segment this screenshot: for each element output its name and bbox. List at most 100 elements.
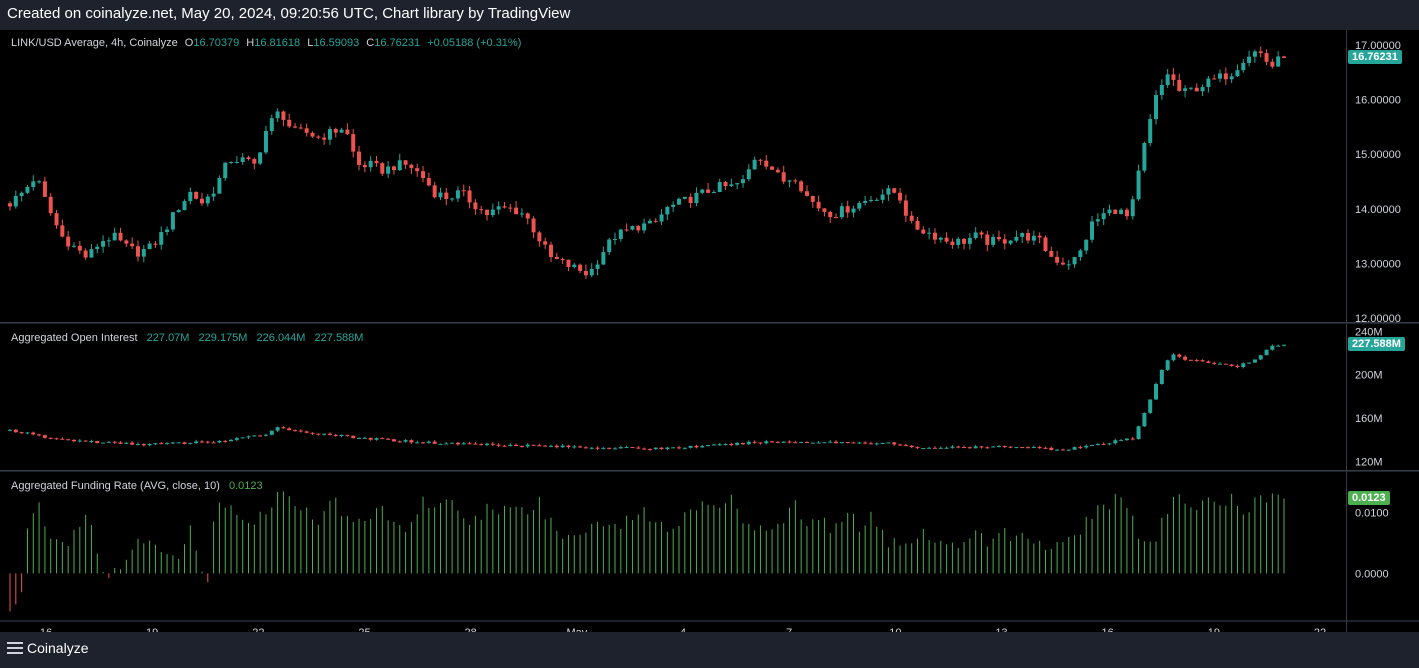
oi-candle bbox=[944, 447, 949, 449]
oi-candle bbox=[217, 440, 222, 443]
brand[interactable]: Coinalyze bbox=[7, 640, 88, 656]
oi-candle bbox=[1072, 447, 1077, 450]
oi-candle bbox=[1066, 449, 1071, 451]
oi-candle bbox=[48, 437, 53, 439]
price-candle bbox=[1200, 87, 1205, 92]
oi-candle bbox=[403, 440, 408, 442]
price-candle bbox=[921, 229, 926, 234]
oi-candle bbox=[636, 447, 641, 449]
oi-candle bbox=[880, 442, 885, 444]
oi-candle bbox=[799, 442, 804, 444]
price-candle bbox=[432, 185, 437, 198]
price-candle bbox=[665, 207, 670, 215]
oi-candle bbox=[973, 446, 978, 449]
price-candle bbox=[886, 188, 891, 195]
oi-candle bbox=[333, 434, 338, 437]
price-candle bbox=[159, 232, 164, 245]
oi-close: 227.588M bbox=[314, 332, 364, 344]
price-candle bbox=[519, 213, 524, 215]
oi-candle bbox=[106, 441, 111, 443]
oi-candle bbox=[1270, 345, 1275, 350]
oi-candle bbox=[281, 427, 286, 429]
price-candle bbox=[258, 152, 263, 164]
price-candle bbox=[8, 203, 12, 207]
oi-candle bbox=[1276, 345, 1281, 347]
oi-candle bbox=[176, 442, 181, 444]
price-candle bbox=[54, 213, 59, 226]
oi-candle bbox=[252, 435, 257, 437]
price-candle bbox=[863, 200, 868, 204]
price-candle bbox=[566, 259, 571, 267]
price-candle bbox=[135, 246, 140, 257]
price-candle bbox=[601, 252, 606, 265]
price-candle bbox=[1078, 250, 1083, 258]
oi-candle bbox=[583, 447, 588, 449]
oi-candle bbox=[1258, 355, 1263, 360]
price-candle bbox=[31, 181, 36, 187]
oi-candle bbox=[1113, 440, 1118, 444]
oi-candle bbox=[1247, 362, 1252, 364]
price-candle bbox=[1002, 239, 1007, 244]
oi-candle bbox=[921, 448, 926, 450]
price-last-value-badge: 16.76231 bbox=[1348, 49, 1402, 64]
oi-candle bbox=[1026, 447, 1031, 449]
price-candle bbox=[130, 243, 135, 247]
price-candle bbox=[630, 226, 635, 230]
price-candle bbox=[607, 239, 612, 253]
oi-candle bbox=[682, 447, 687, 449]
price-candle bbox=[531, 218, 536, 233]
price-candle bbox=[246, 157, 251, 160]
price-candle bbox=[1247, 56, 1252, 63]
price-candle bbox=[275, 111, 280, 119]
price-candle bbox=[979, 232, 984, 235]
hamburger-menu-icon[interactable] bbox=[7, 642, 23, 654]
price-candle bbox=[467, 190, 472, 203]
oi-candle bbox=[165, 443, 170, 445]
price-candle bbox=[37, 181, 42, 183]
price-candle bbox=[229, 162, 234, 164]
price-candle bbox=[263, 131, 268, 153]
oi-candle bbox=[554, 445, 559, 448]
price-candle bbox=[775, 169, 780, 173]
header-text: Created on coinalyze.net, May 20, 2024, … bbox=[7, 5, 571, 22]
oi-candle bbox=[1008, 446, 1013, 448]
oi-candle bbox=[275, 427, 280, 431]
oi-candle bbox=[409, 440, 414, 443]
oi-candle bbox=[444, 443, 449, 445]
price-candle bbox=[706, 189, 711, 193]
oi-candle bbox=[397, 441, 402, 443]
oi-candle bbox=[310, 432, 315, 434]
oi-candle bbox=[549, 445, 554, 447]
price-legend: LINK/USD Average, 4h, Coinalyze O16.7037… bbox=[11, 37, 521, 49]
price-candle bbox=[118, 232, 123, 241]
oi-candle bbox=[461, 443, 466, 445]
oi-candle bbox=[223, 440, 228, 442]
price-candle bbox=[682, 196, 687, 199]
price-candle bbox=[851, 208, 856, 213]
price-candle bbox=[1136, 170, 1141, 200]
price-candle bbox=[1037, 235, 1042, 238]
price-candle bbox=[322, 137, 327, 140]
price-candle bbox=[804, 191, 809, 196]
change-value: +0.05188 (+0.31%) bbox=[427, 37, 522, 49]
price-candle bbox=[758, 159, 763, 161]
price-candle bbox=[357, 151, 362, 165]
price-candle bbox=[1258, 51, 1263, 54]
oi-candle bbox=[1136, 426, 1141, 440]
oi-candle bbox=[118, 442, 123, 444]
price-tick-label-2: 14.00000 bbox=[1355, 204, 1401, 216]
oi-candle bbox=[868, 443, 873, 445]
price-candle bbox=[42, 181, 47, 197]
oi-candle bbox=[380, 438, 385, 440]
oi-candle bbox=[787, 441, 792, 443]
oi-candle bbox=[31, 432, 36, 435]
price-candle bbox=[1095, 219, 1100, 222]
price-candle bbox=[1270, 61, 1275, 67]
price-candle bbox=[537, 232, 542, 242]
price-candle bbox=[310, 132, 315, 137]
oi-candle bbox=[613, 448, 618, 450]
oi-candle bbox=[450, 442, 455, 444]
oi-candle bbox=[339, 434, 344, 437]
oi-candle bbox=[1159, 369, 1164, 385]
